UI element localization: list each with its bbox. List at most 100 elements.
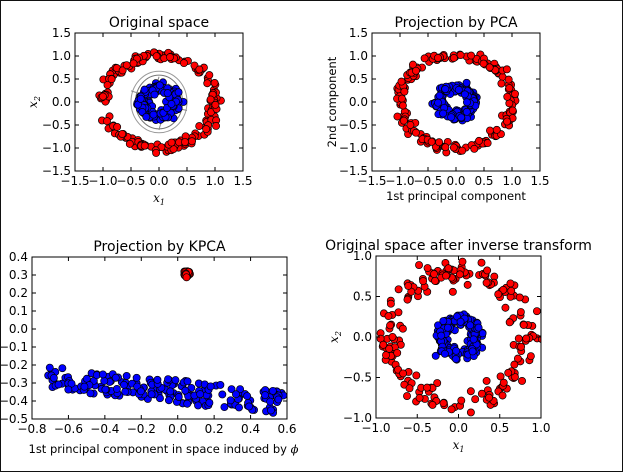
x-tick-label: 0.4 <box>241 422 260 436</box>
y-tick-label: −1.0 <box>339 141 368 155</box>
data-point <box>245 402 254 411</box>
data-point <box>439 109 448 118</box>
data-point <box>140 141 149 150</box>
data-point <box>511 373 519 381</box>
data-point <box>171 376 180 385</box>
data-point <box>505 99 514 108</box>
data-point <box>203 79 212 88</box>
data-point <box>394 285 403 294</box>
panel-inv: −1.0 −0.5 0.0 0.5 1.0 1.0 0.5 0.0 −0.5 −1.0 Origin… <box>325 238 592 454</box>
data-point <box>236 385 245 394</box>
data-point <box>394 308 403 317</box>
data-point <box>430 270 438 278</box>
y-tick-label: 1.5 <box>349 26 368 40</box>
x-tick-label: 0.6 <box>277 422 296 436</box>
chart-title-orig: Original space <box>109 15 209 31</box>
data-point <box>505 84 514 93</box>
data-point <box>423 383 432 392</box>
data-point <box>118 129 127 138</box>
data-point <box>449 143 458 152</box>
data-point <box>498 391 507 400</box>
data-point <box>503 92 512 101</box>
data-point <box>419 277 428 286</box>
x-tick-label: −1.0 <box>385 174 414 188</box>
x-tick-label: −1.5 <box>60 174 89 188</box>
data-point <box>474 323 483 332</box>
data-point <box>121 387 130 396</box>
data-point <box>266 397 275 406</box>
data-point <box>463 280 472 289</box>
data-point <box>412 66 420 75</box>
data-point <box>441 85 450 94</box>
data-point <box>122 61 131 70</box>
data-point <box>435 91 444 100</box>
data-point <box>443 323 452 332</box>
data-point <box>140 85 149 94</box>
series-0-kpca <box>180 267 194 282</box>
data-point <box>179 59 188 68</box>
data-point <box>479 59 488 68</box>
data-point <box>399 369 408 378</box>
data-point <box>164 375 172 384</box>
chart-title-kpca: Projection by KPCA <box>93 239 226 255</box>
x-tick-label: 0.5 <box>177 174 196 188</box>
plot-area-inv <box>376 257 541 417</box>
data-point <box>205 398 214 407</box>
y-tick-label: 0.0 <box>349 95 368 109</box>
data-point <box>475 136 483 145</box>
data-point <box>485 393 493 402</box>
data-point <box>442 271 450 280</box>
data-point <box>431 351 440 360</box>
x-tick-label: −1.5 <box>357 174 386 188</box>
data-point <box>403 392 411 400</box>
data-point <box>399 116 408 125</box>
data-point <box>195 65 204 74</box>
x-tick-label: 0.0 <box>446 174 465 188</box>
y-tick-label: 0.0 <box>52 95 71 109</box>
data-point <box>457 113 466 122</box>
data-point <box>454 85 463 94</box>
x-tick-label: 1.5 <box>233 174 252 188</box>
x-tick-label: 0.5 <box>490 421 509 435</box>
data-point <box>195 122 204 131</box>
data-point <box>437 331 446 340</box>
data-point <box>532 307 541 316</box>
axes-frame-kpca <box>31 256 288 420</box>
data-point <box>467 51 476 60</box>
data-point <box>439 399 448 408</box>
data-point <box>386 299 395 308</box>
x-axis-label-inv: x1 <box>453 438 465 454</box>
data-point <box>496 372 505 381</box>
data-point <box>220 403 229 412</box>
data-point <box>517 342 526 351</box>
y-tick-label: 0.5 <box>353 290 372 304</box>
data-point <box>440 349 449 358</box>
series-0-inv <box>376 257 541 417</box>
data-point <box>406 121 415 129</box>
y-tick-label: −0.4 <box>0 394 28 408</box>
x-tick-label: −0.5 <box>116 174 145 188</box>
data-point <box>187 137 196 146</box>
data-point <box>218 390 227 399</box>
data-point <box>388 332 397 341</box>
data-point <box>118 66 127 75</box>
y-tick-label: 1.5 <box>52 26 71 40</box>
data-point <box>456 51 465 60</box>
data-point <box>397 94 406 103</box>
data-point <box>522 334 531 343</box>
data-point <box>458 146 467 155</box>
series-0-pca <box>393 50 520 157</box>
data-point <box>452 346 461 355</box>
y-tick-label: −1.0 <box>42 141 71 155</box>
data-point <box>393 348 402 357</box>
y-tick-label: 0.4 <box>9 250 28 264</box>
data-point <box>506 279 515 288</box>
data-point <box>268 386 277 395</box>
data-point <box>457 396 466 405</box>
data-point <box>142 112 151 121</box>
x-tick-label: −0.8 <box>17 422 46 436</box>
x-axis-label-pca: 1st principal component <box>386 189 526 203</box>
data-point <box>423 264 432 272</box>
x-tick-label: −0.4 <box>90 422 119 436</box>
data-point <box>202 125 211 134</box>
